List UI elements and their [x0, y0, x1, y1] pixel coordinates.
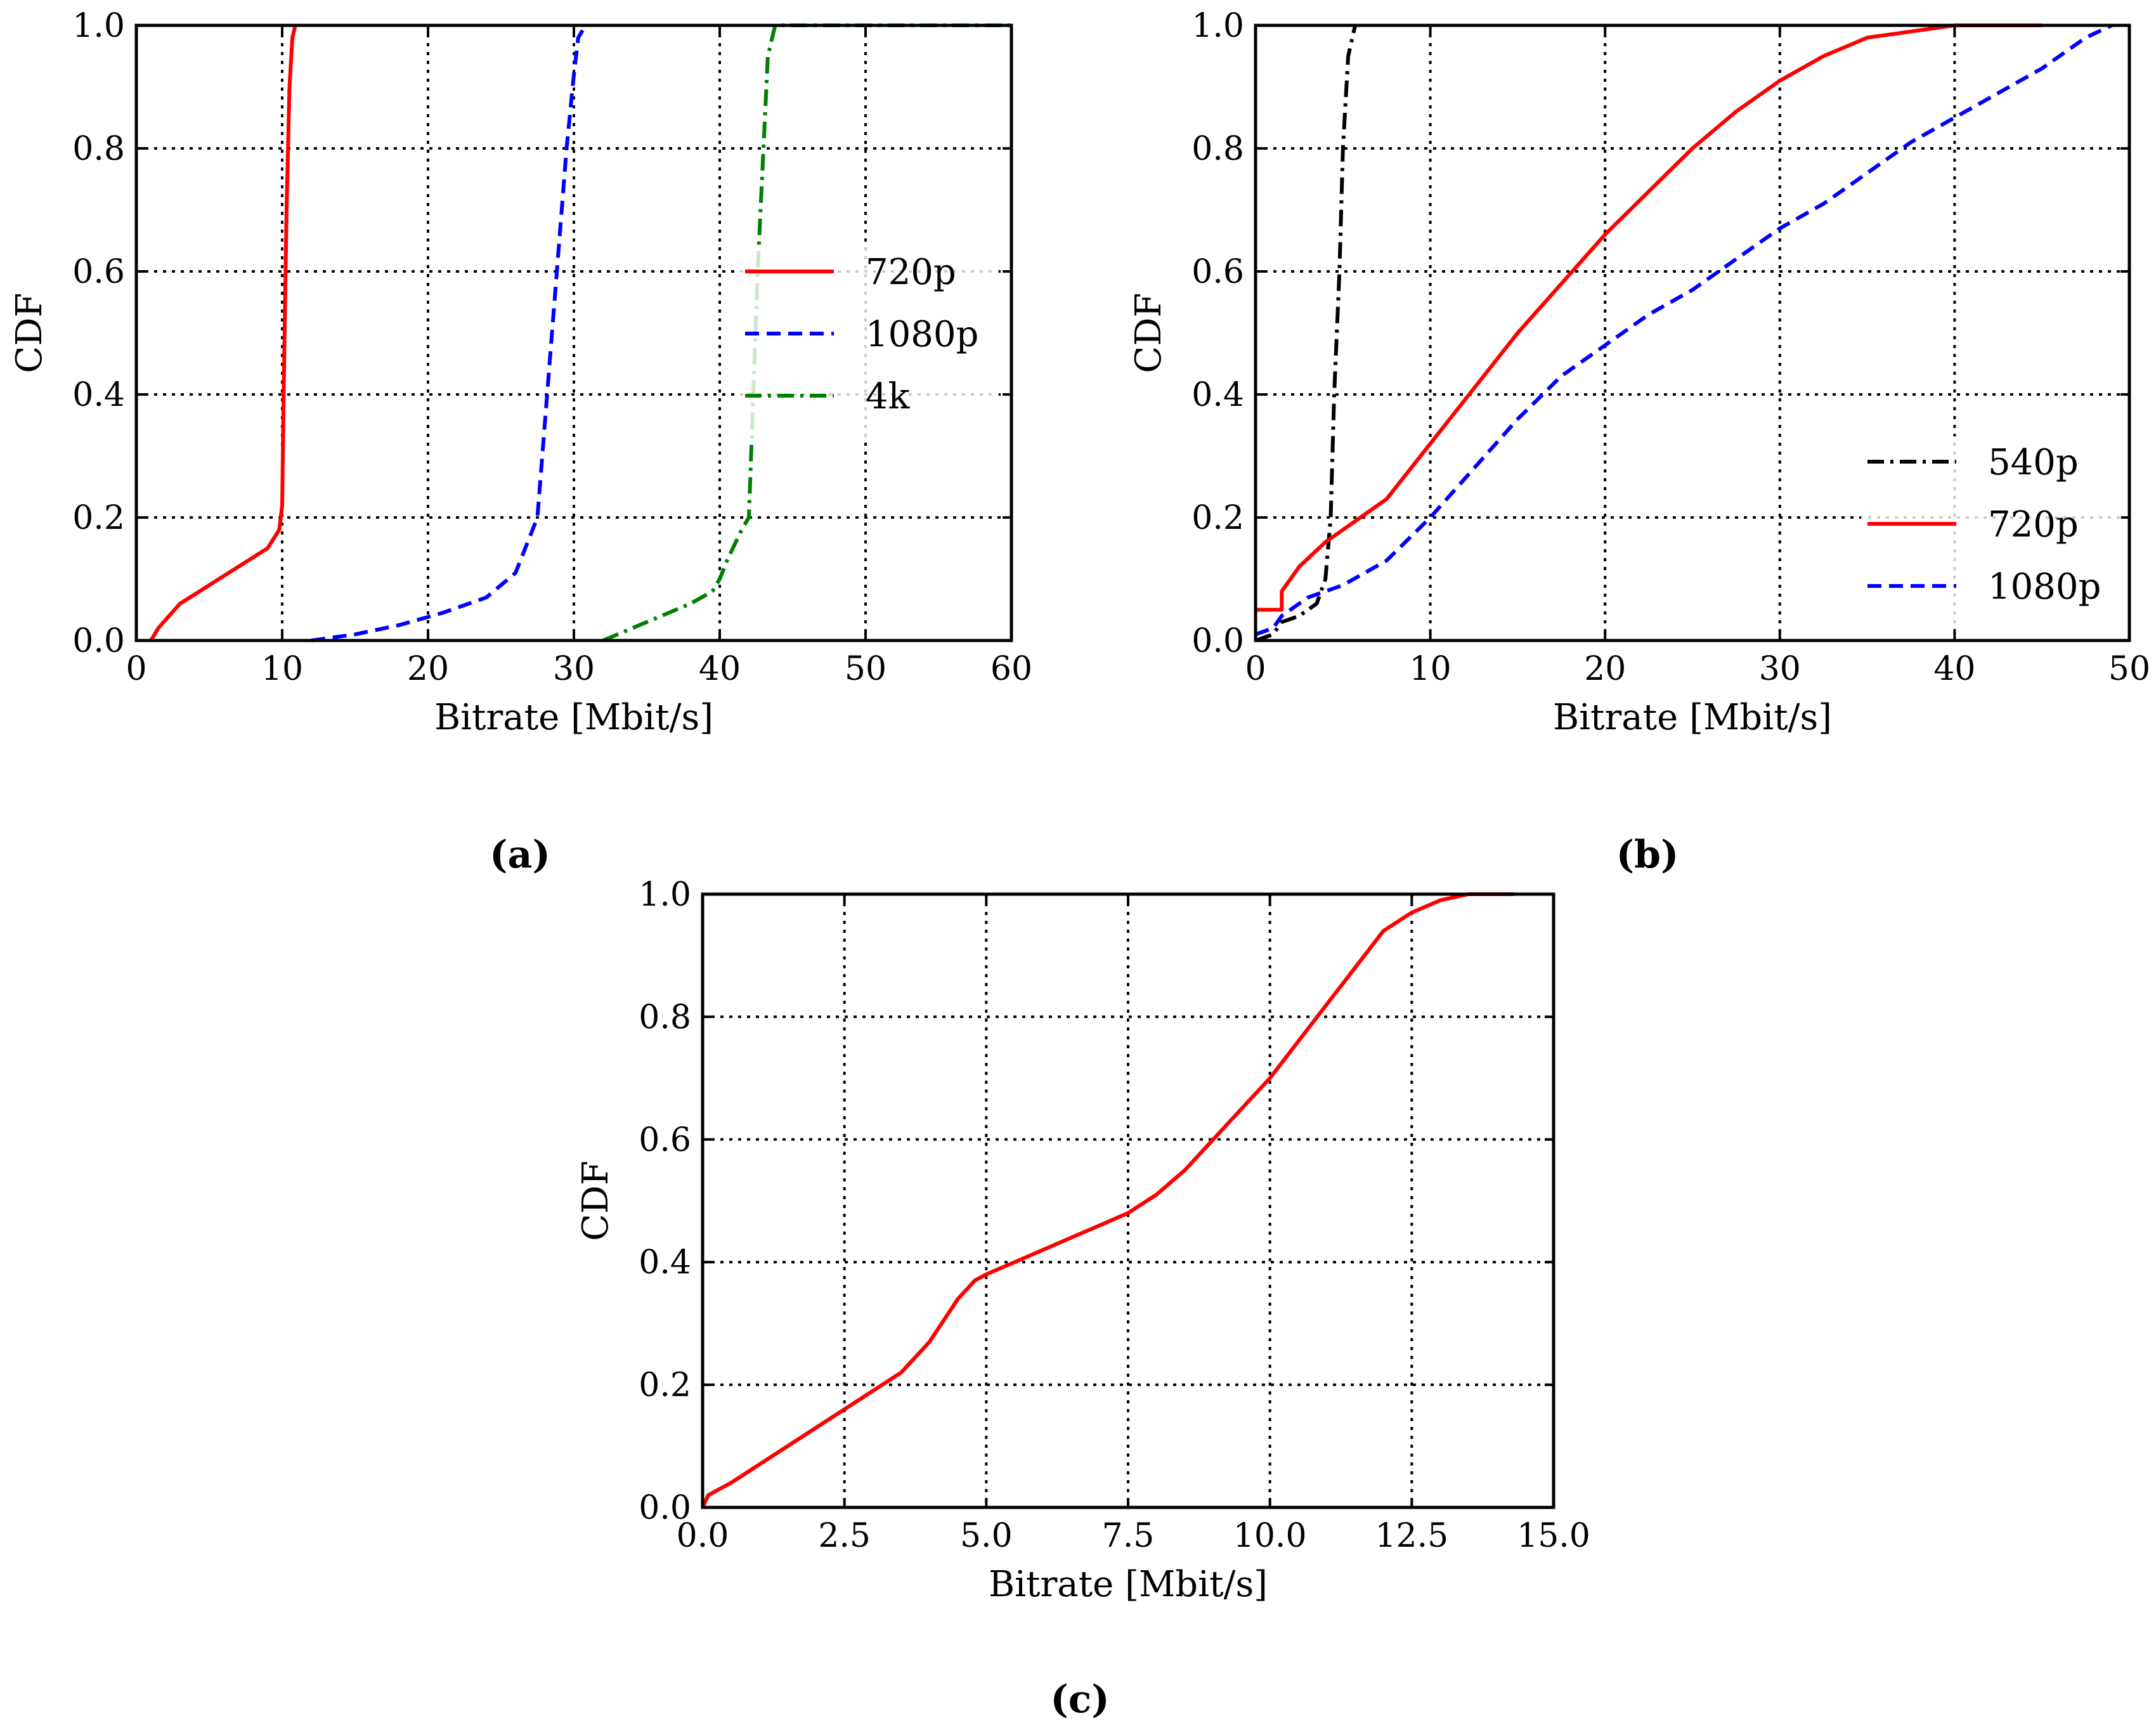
plot-frame: [134, 23, 1013, 642]
y-axis-label: CDF: [575, 1161, 616, 1241]
x-axis-label: Bitrate [Mbit/s]: [434, 697, 713, 738]
plot-frame: [1254, 23, 2131, 642]
x-tick-label: 15.0: [1517, 1517, 1590, 1555]
x-tick-label: 40: [699, 650, 741, 688]
x-tick-label: 50: [845, 650, 886, 688]
y-tick-label: 1.0: [639, 876, 691, 914]
y-tick-label: 0.2: [639, 1367, 691, 1405]
x-tick-label: 10: [261, 650, 303, 688]
x-tick-label: 0.0: [677, 1517, 729, 1555]
legend-box: [1861, 436, 2121, 629]
x-tick-label: 5.0: [960, 1517, 1013, 1555]
legend-box: [739, 246, 999, 439]
y-tick-label: 0.6: [72, 253, 125, 291]
x-tick-label: 20: [1584, 650, 1626, 688]
y-tick-label: 0.0: [72, 622, 125, 660]
legend: 540p 720p 1080p: [1861, 436, 2121, 629]
legend-label-1080p: 1080p: [1988, 566, 2101, 608]
y-tick-label: 0.4: [639, 1244, 691, 1282]
legend-label-540p: 540p: [1988, 442, 2079, 483]
series-line-1080p: [311, 24, 587, 642]
y-tick-label: 0.8: [639, 998, 691, 1036]
y-tick-label: 0.4: [1192, 376, 1244, 414]
series-line-720p: [1256, 23, 2042, 612]
panel-caption: (c): [1050, 1677, 1109, 1722]
legend-label-720p: 720p: [866, 252, 956, 293]
y-tick-label: 0.6: [1192, 253, 1244, 291]
x-tick-label: 60: [990, 650, 1032, 688]
panel-caption: (b): [1616, 833, 1679, 877]
plot-frame: [701, 892, 1555, 1509]
y-tick-label: 0.0: [1192, 622, 1244, 660]
x-tick-label: 10: [1410, 650, 1451, 688]
x-axis-label: Bitrate [Mbit/s]: [1553, 697, 1832, 738]
y-tick-label: 1.0: [72, 7, 125, 45]
y-axis-label: CDF: [9, 293, 50, 374]
panel-b: 0 10 20 30 40 50 0.0 0.2 0.4 0.6 0.8 1.0 Bitrate [Mb…: [1128, 7, 2150, 877]
x-tick-label: 2.5: [818, 1517, 871, 1555]
y-tick-label: 0.2: [1192, 499, 1244, 537]
series-line-1080p: [1256, 23, 2113, 637]
x-tick-label: 7.5: [1102, 1517, 1155, 1555]
y-tick-label: 0.8: [72, 130, 125, 168]
y-tick-label: 0.4: [72, 376, 125, 414]
x-tick-label: 20: [407, 650, 449, 688]
y-axis-label: CDF: [1128, 293, 1169, 374]
x-tick-label: 10.0: [1233, 1517, 1307, 1555]
legend-label-720p: 720p: [1988, 504, 2079, 545]
panel-caption: (a): [490, 833, 550, 877]
series-line-bitrate: [703, 892, 1514, 1509]
series-line-4k: [602, 23, 1011, 642]
legend: 720p 1080p 4k: [739, 246, 999, 439]
y-tick-label: 0.2: [72, 499, 125, 537]
x-axis-label: Bitrate [Mbit/s]: [989, 1564, 1268, 1605]
x-tick-label: 50: [2108, 650, 2150, 688]
y-tick-label: 0.6: [639, 1121, 691, 1159]
legend-label-4k: 4k: [866, 376, 911, 417]
x-tick-label: 0: [1245, 650, 1266, 688]
x-tick-label: 30: [553, 650, 595, 688]
x-tick-label: 0: [126, 650, 146, 688]
x-tick-label: 30: [1759, 650, 1801, 688]
y-tick-label: 0.0: [639, 1489, 691, 1527]
x-tick-label: 40: [1933, 650, 1975, 688]
y-tick-label: 1.0: [1192, 7, 1244, 45]
panel-a: 0 10 20 30 40 50 60 0.0 0.2 0.4 0.6 0.8 1.0 Bitrate […: [9, 7, 1032, 877]
panel-c: 0.0 2.5 5.0 7.5 10.0 12.5 15.0 0.0 0.2 0.4 0.6 0.8 1…: [575, 876, 1590, 1722]
series-line-540p: [1256, 25, 1358, 642]
legend-label-1080p: 1080p: [866, 314, 978, 355]
x-tick-label: 12.5: [1375, 1517, 1448, 1555]
series-line-720p: [149, 25, 297, 642]
y-tick-label: 0.8: [1192, 130, 1244, 168]
